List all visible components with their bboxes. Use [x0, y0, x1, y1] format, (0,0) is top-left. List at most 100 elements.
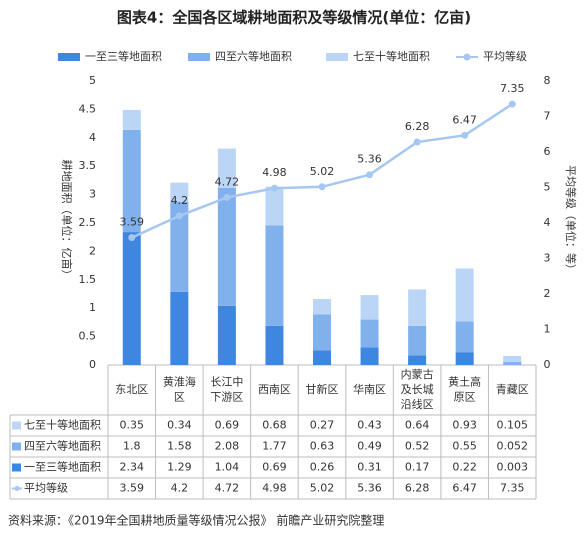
y2-tick-label: 5: [544, 181, 551, 194]
table-legend-marker: [14, 486, 20, 491]
table-cell: 1.04: [215, 461, 240, 474]
table-cell: 1.58: [167, 440, 192, 453]
legend-swatch: [58, 53, 80, 61]
y-tick-label: 3: [89, 188, 96, 201]
x-tick-label: 黄土高原区: [448, 375, 481, 404]
x-tick-label: 黄淮海区: [163, 375, 196, 404]
table-cell: 0.68: [262, 419, 287, 432]
bar: [503, 355, 522, 362]
table-cell: 1.77: [262, 440, 287, 453]
data-label: 7.35: [500, 82, 525, 95]
table-cell: 0.55: [452, 440, 477, 453]
table-cell: 4.72: [215, 482, 240, 495]
table-cell: 0.27: [310, 419, 335, 432]
y-tick-label: 0: [89, 358, 96, 371]
y-tick-label: 0.5: [79, 330, 97, 343]
bar: [313, 350, 331, 365]
bar: [313, 314, 331, 351]
table-cell: 5.02: [310, 482, 335, 495]
x-tick-label: 长江中下游区: [210, 376, 243, 404]
table-cell: 0.17: [405, 461, 430, 474]
y-tick-label: 4: [89, 131, 96, 144]
data-label: 6.28: [405, 120, 430, 133]
table-cell: 0.63: [310, 440, 335, 453]
bar: [217, 148, 236, 188]
y-tick-label: 4.5: [79, 102, 97, 115]
y2-tick-label: 7: [544, 110, 551, 123]
table-cell: 0.93: [452, 419, 477, 432]
data-label: 6.47: [452, 113, 477, 126]
chart-title: 图表4：全国各区域耕地面积及等级情况(单位：亿亩): [117, 9, 471, 27]
y2-axis-label: 平均等级（单位：等）: [564, 165, 578, 275]
line-marker: [270, 184, 278, 192]
data-label: 4.2: [171, 194, 189, 207]
bar: [360, 295, 379, 320]
line-marker: [223, 193, 231, 201]
bar: [217, 187, 236, 306]
legend-swatch: [188, 53, 210, 61]
bar: [217, 305, 236, 365]
bar: [360, 347, 379, 365]
bar: [122, 109, 141, 130]
legend-marker: [463, 53, 471, 61]
table-cell: 2.08: [215, 440, 240, 453]
line-marker: [366, 171, 374, 179]
table-cell: 0.31: [357, 461, 382, 474]
y-tick-label: 5: [89, 74, 96, 87]
y-tick-label: 1: [89, 301, 96, 314]
bar: [265, 325, 284, 365]
table-cell: 0.105: [496, 419, 528, 432]
bar: [265, 225, 284, 326]
table-legend-swatch: [12, 442, 21, 451]
table-cell: 0.34: [167, 419, 192, 432]
table-cell: 0.69: [215, 419, 240, 432]
table-row-label: 一至三等地面积: [24, 460, 101, 474]
data-label: 4.72: [215, 175, 240, 188]
table-cell: 0.69: [262, 461, 287, 474]
table-cell: 6.47: [452, 482, 477, 495]
line-marker: [318, 183, 326, 191]
x-tick-label: 华南区: [353, 382, 386, 396]
bar: [170, 201, 189, 292]
legend-swatch: [326, 53, 348, 61]
data-label: 5.02: [310, 165, 335, 178]
table-cell: 0.52: [405, 440, 430, 453]
table-cell: 0.052: [496, 440, 528, 453]
bar: [503, 361, 522, 365]
table-cell: 0.49: [357, 440, 382, 453]
x-tick-label: 西南区: [258, 383, 291, 396]
table-cell: 0.64: [405, 419, 430, 432]
table-cell: 2.34: [120, 461, 145, 474]
line-marker: [508, 100, 516, 108]
source: 资料来源：《2019年全国耕地质量等级情况公报》 前瞻产业研究院整理: [8, 513, 384, 528]
x-tick-label: 内蒙古及长城沿线区: [401, 367, 434, 411]
legend-label: 平均等级: [483, 49, 527, 63]
y2-tick-label: 4: [544, 216, 551, 229]
data-label: 4.98: [262, 166, 287, 179]
y2-tick-label: 8: [544, 74, 551, 87]
table-cell: 0.003: [496, 461, 528, 474]
table-cell: 7.35: [500, 482, 525, 495]
bar: [122, 129, 141, 233]
y2-tick-label: 1: [544, 323, 551, 336]
line-marker: [413, 138, 421, 146]
table-cell: 5.36: [357, 482, 382, 495]
table-legend-swatch: [12, 421, 21, 430]
y-axis-label: 耕地面积（单位：亿亩）: [60, 160, 74, 281]
table-cell: 1.29: [167, 461, 192, 474]
line-marker: [175, 212, 183, 220]
bar: [455, 321, 474, 353]
bar: [408, 355, 427, 365]
y2-tick-label: 0: [544, 358, 551, 371]
bar: [122, 232, 141, 365]
line-marker: [461, 131, 469, 139]
x-tick-label: 甘新区: [306, 382, 339, 396]
table-row-label: 七至十等地面积: [24, 418, 101, 432]
bar: [265, 186, 284, 226]
y-tick-label: 1.5: [79, 273, 97, 286]
legend-label: 七至十等地面积: [353, 49, 430, 63]
bar: [455, 352, 474, 365]
table-legend-swatch: [12, 463, 21, 472]
line-marker: [128, 234, 136, 242]
table-cell: 0.43: [357, 419, 382, 432]
